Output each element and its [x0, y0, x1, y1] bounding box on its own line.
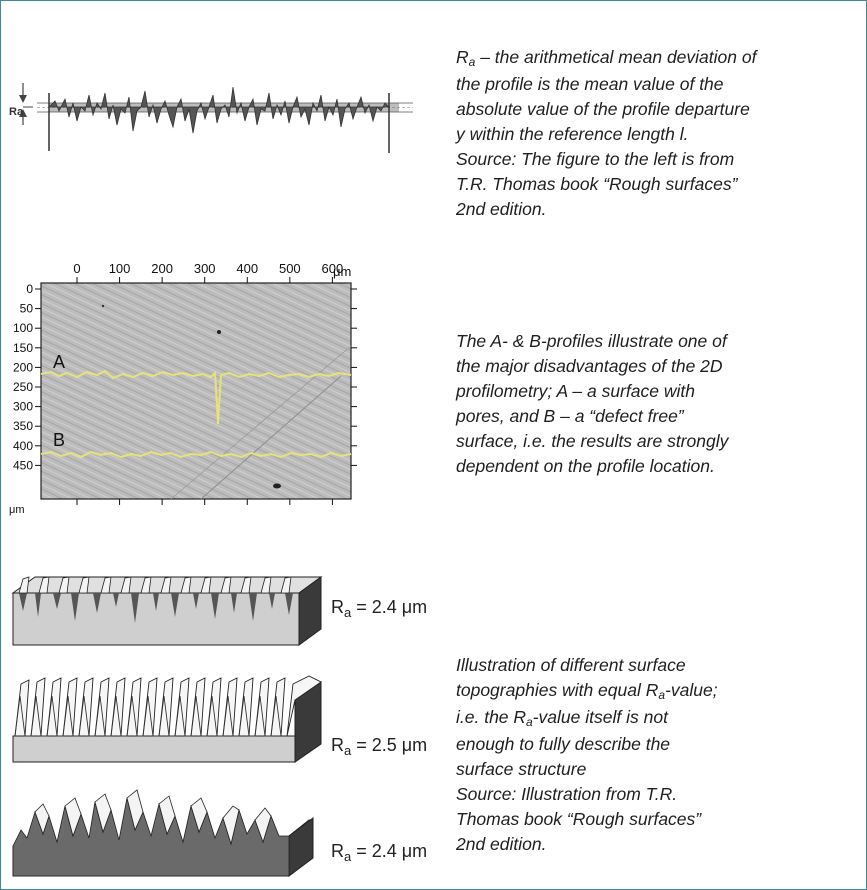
ra-def-line: – the arithmetical mean deviation of [475, 47, 757, 67]
x-tick-label: 200 [151, 261, 173, 276]
ra-def-line: T.R. Thomas book “Rough surfaces” [456, 174, 738, 194]
ab-text-line: dependent on the profile location. [456, 456, 715, 476]
ra-def-line: y within the reference length l. [456, 124, 689, 144]
ra-definition-text: Ra – the arithmetical mean deviation of … [456, 45, 861, 222]
ra-profile-figure: Ra [9, 83, 413, 153]
profile-b-line [40, 450, 352, 459]
y-tick-label: 250 [13, 380, 33, 394]
ra-def-line: the profile is the mean value of the [456, 74, 724, 94]
ra-label-sub: a [344, 743, 352, 758]
ra-subscript: a [468, 55, 476, 69]
ab-text-line: pores, and B – a “defect free” [456, 406, 684, 426]
x-axis-ticks: 0 100 200 300 400 500 600 [73, 261, 343, 505]
topo-text-line: i.e. the R [456, 707, 527, 727]
ab-text-line: The A- & B-profiles illustrate one of [456, 331, 727, 351]
profile-a-line [40, 369, 352, 425]
ra-label-3: Ra = 2.4 μm [331, 841, 428, 864]
topography-block-2 [12, 675, 322, 763]
x-tick-label: 300 [194, 261, 216, 276]
ra-def-line: 2nd edition. [456, 199, 547, 219]
ra-def-line: Source: The figure to the left is from [456, 149, 735, 169]
y-tick-label: 150 [13, 341, 33, 355]
ra-subscript: a [658, 688, 666, 702]
y-tick-label: 0 [26, 282, 33, 296]
ra-subscript: a [526, 715, 533, 729]
topo-text-line: -value itself is not [532, 707, 668, 727]
ab-text-line: profilometry; A – a surface with [456, 381, 695, 401]
micrograph-image [40, 282, 352, 500]
ra-label-value: = 2.5 μm [351, 735, 428, 755]
ra-label-r: R [331, 735, 344, 755]
topography-block-3 [12, 789, 314, 877]
ra-label-sub: a [344, 849, 352, 864]
profile-b-label: B [53, 430, 65, 450]
ra-figure-label: Ra [9, 106, 24, 118]
ra-label-r: R [331, 841, 344, 861]
topo-text-line: Source: Illustration from T.R. [456, 784, 678, 804]
ab-profile-text: The A- & B-profiles illustrate one of th… [456, 329, 861, 479]
topo-text-line: Illustration of different surface [456, 655, 686, 675]
x-axis-unit: μm [333, 264, 351, 279]
ra-label-sub: a [344, 605, 352, 620]
topo-text-line: 2nd edition. [456, 834, 547, 854]
profile-a-label: A [53, 352, 65, 372]
x-tick-label: 0 [73, 261, 80, 276]
surface-micrograph: A B 0 100 200 300 400 500 600 0 50 100 150 200 250 3… [9, 261, 357, 516]
ab-text-line: the major disadvantages of the 2D [456, 356, 723, 376]
y-axis-ticks: 0 50 100 150 200 250 300 350 400 450 [13, 282, 357, 472]
x-tick-label: 600 [322, 261, 344, 276]
y-axis-unit: μm [9, 504, 25, 516]
topo-text-line: surface structure [456, 759, 587, 779]
y-tick-label: 400 [13, 439, 33, 453]
y-tick-label: 100 [13, 321, 33, 335]
topo-text-line: topographies with equal R [456, 680, 659, 700]
ra-def-line: absolute value of the profile departure [456, 99, 750, 119]
topography-block-1 [11, 576, 323, 646]
ab-text-line: surface, i.e. the results are strongly [456, 431, 729, 451]
ra-label-2: Ra = 2.5 μm [331, 735, 428, 758]
ra-label-r: R [331, 597, 344, 617]
x-tick-label: 500 [279, 261, 301, 276]
ra-label-value: = 2.4 μm [351, 841, 428, 861]
y-tick-label: 300 [13, 400, 33, 414]
x-tick-label: 400 [236, 261, 258, 276]
topo-text-line: enough to fully describe the [456, 734, 671, 754]
ra-label-value: = 2.4 μm [351, 597, 428, 617]
topography-text: Illustration of different surface topogr… [456, 653, 861, 857]
rough-profile-path [48, 86, 390, 134]
x-tick-label: 100 [109, 261, 131, 276]
topo-text-line: -value; [665, 680, 718, 700]
y-tick-label: 350 [13, 419, 33, 433]
y-tick-label: 200 [13, 360, 33, 374]
topo-text-line: Thomas book “Rough surfaces” [456, 809, 702, 829]
y-tick-label: 450 [13, 458, 33, 472]
ra-label-1: Ra = 2.4 μm [331, 597, 428, 620]
y-tick-label: 50 [20, 302, 34, 316]
ra-symbol: R [456, 47, 469, 67]
